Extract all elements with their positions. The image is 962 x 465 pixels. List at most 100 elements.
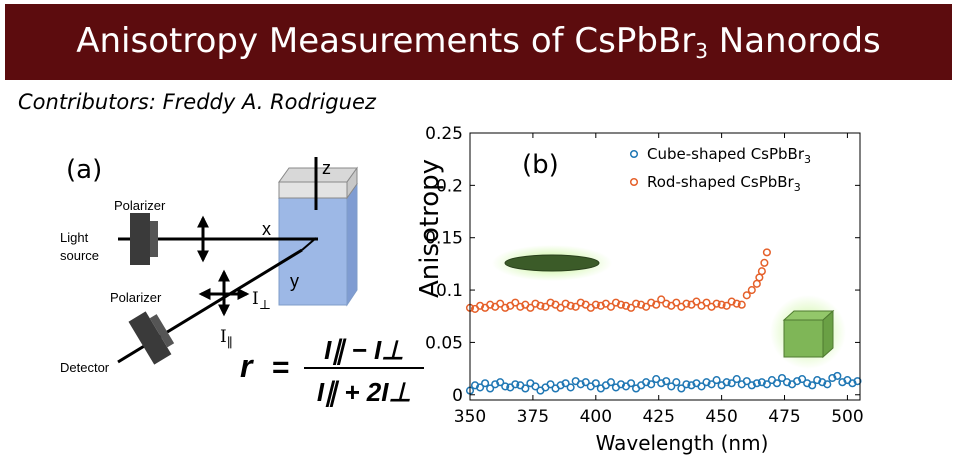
cube-data-point: [782, 378, 792, 387]
cube-data-point: [521, 384, 530, 393]
rod-data-point: [737, 300, 746, 309]
rod-data-point: [755, 273, 764, 282]
rod-data-point: [632, 299, 641, 308]
cube-data-point: [476, 383, 485, 392]
cube-data-point: [481, 379, 490, 388]
formula-denominator: I∥ + 2I⊥: [317, 377, 411, 408]
rod-data-point: [662, 299, 671, 308]
cube-data-point: [803, 379, 812, 388]
cube-data-point: [727, 379, 736, 388]
rod-data-point: [637, 300, 646, 309]
rod-data-point: [626, 303, 636, 312]
rod-data-point: [687, 300, 696, 309]
cube-data-point: [632, 384, 641, 393]
rod-data-point: [511, 298, 520, 307]
cube-data-point: [717, 381, 726, 390]
cube-data-point: [662, 377, 671, 386]
y-tick-label: 0.2: [436, 176, 463, 196]
rod-data-point: [717, 300, 726, 309]
cube-data-point: [777, 373, 787, 383]
cube-data-point: [470, 381, 480, 390]
rod-data-point: [541, 302, 550, 311]
cube-data-point: [672, 378, 681, 387]
rod-data-point: [576, 298, 585, 307]
cube-data-point: [772, 379, 782, 388]
rod-illustration: [504, 254, 600, 272]
cube-data-point: [591, 379, 600, 388]
cube-data-point: [687, 381, 696, 390]
rod-data-point: [606, 302, 615, 311]
cube-data-point: [677, 384, 686, 393]
rod-data-point: [727, 297, 736, 306]
rod-glow: [492, 245, 612, 281]
polarizer-top-icon: [130, 213, 158, 265]
panel-b-label: (b): [522, 150, 559, 180]
cube-data-point: [465, 386, 475, 395]
cube-data-point: [621, 382, 631, 391]
rod-data-point: [586, 303, 595, 312]
polarizer-bottom-label: Polarizer: [110, 290, 162, 305]
cube-data-point: [843, 376, 852, 385]
cube-data-point: [747, 381, 756, 390]
cube-illustration: [782, 309, 835, 359]
cube-data-point: [697, 382, 706, 391]
cube-data-point: [838, 378, 847, 387]
cube-data-point: [742, 377, 751, 386]
cube-data-point: [526, 379, 535, 388]
cube-data-point: [531, 382, 540, 391]
title-banner: Anisotropy Measurements of CsPbBr3 Nanor…: [5, 4, 952, 80]
rod-data-point: [506, 301, 515, 310]
cube-data-point: [702, 378, 711, 387]
rod-data-point: [760, 258, 769, 267]
rod-data-point: [762, 248, 771, 257]
cube-data-point: [788, 380, 797, 389]
rod-data-point: [470, 304, 480, 313]
cube-data-point: [541, 383, 550, 392]
rod-data-point: [682, 299, 691, 308]
cube-data-point: [813, 376, 822, 385]
legend-cube-label: Cube-shaped CsPbBr3: [647, 145, 811, 166]
cube-data-point: [566, 383, 575, 392]
cube-data-point: [637, 381, 646, 390]
cube-data-point: [576, 380, 585, 389]
rod-data-point: [667, 301, 676, 310]
cube-data-point: [823, 380, 832, 389]
panel-a-label: (a): [66, 155, 102, 185]
rod-data-point: [521, 300, 530, 309]
x-tick-label: 425: [642, 407, 674, 427]
cube-data-point: [511, 380, 520, 389]
cube-data-point: [712, 376, 721, 385]
rod-data-point: [591, 300, 600, 309]
rod-data-point: [732, 299, 741, 308]
rod-data-point: [652, 300, 661, 309]
rod-data-point: [476, 301, 485, 310]
z-axis-label: z: [322, 158, 331, 178]
formula-numerator: I∥ − I⊥: [324, 335, 404, 366]
cube-data-point: [667, 382, 676, 391]
rod-data-point: [516, 302, 525, 311]
setup-diagram: (a) z x y Polarizer Light source Polariz…: [60, 155, 424, 408]
x-axis-title: Wavelength (nm): [596, 431, 769, 455]
cube-glow: [770, 295, 846, 369]
cube-data-point: [657, 379, 666, 388]
rod-data-point: [496, 299, 505, 308]
light-source-label-1: Light: [60, 230, 89, 245]
polarizer-bottom-icon: [128, 311, 175, 365]
beam-corner: [301, 237, 317, 251]
legend-cube-marker: [629, 149, 639, 159]
light-source-label-2: source: [60, 248, 99, 263]
rod-data-point: [757, 267, 766, 276]
cube-data-point: [818, 378, 827, 387]
x-tick-label: 350: [454, 407, 486, 427]
cube-data-point: [798, 375, 807, 384]
rod-data-point: [551, 300, 560, 309]
i-par-label: I∥: [220, 327, 233, 351]
cube-data-point: [606, 378, 615, 387]
rod-data-point: [596, 301, 605, 310]
rod-data-point: [546, 298, 555, 307]
cube-data-point: [496, 378, 505, 387]
cube-data-point: [737, 380, 746, 389]
rod-data-point: [672, 298, 681, 307]
legend-rod-marker: [629, 177, 639, 187]
rod-data-point: [491, 302, 500, 311]
